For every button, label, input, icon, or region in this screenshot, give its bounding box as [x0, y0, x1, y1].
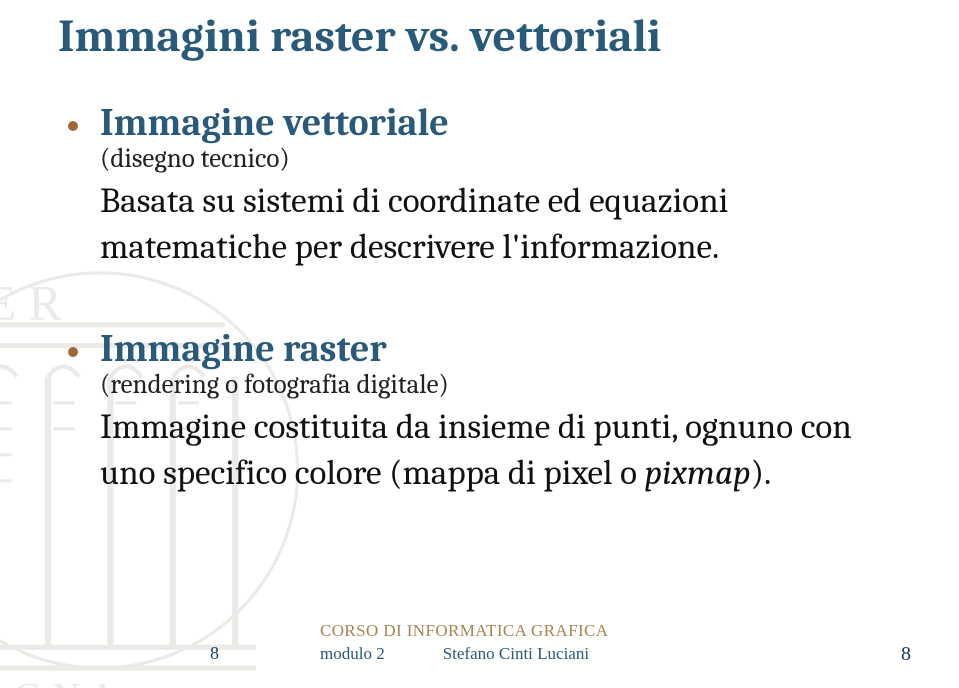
- footer-author: Stefano Cinti Luciani: [443, 644, 589, 663]
- bullet-dot-icon: [68, 121, 78, 131]
- term-raster: Immagine raster: [100, 327, 387, 371]
- desc-raster: Immagine costituita da insieme di punti,…: [100, 404, 901, 495]
- slide-content: Immagini raster vs. vettoriali Immagine …: [0, 0, 959, 688]
- footer-page-left: 8: [210, 643, 219, 664]
- footer-module: modulo 2: [320, 643, 385, 666]
- desc-italic: pixmap: [645, 452, 751, 493]
- bullet-list: Immagine vettoriale (disegno tecnico) Ba…: [58, 101, 901, 495]
- slide-footer: 8 CORSO DI INFORMATICA GRAFICA modulo 2 S…: [0, 622, 959, 672]
- footer-center: CORSO DI INFORMATICA GRAFICA modulo 2 Ste…: [320, 620, 608, 666]
- bullet-item-vettoriale: Immagine vettoriale (disegno tecnico) Ba…: [58, 101, 901, 269]
- desc-vettoriale: Basata su sistemi di coordinate ed equaz…: [100, 178, 901, 269]
- footer-line2: modulo 2 Stefano Cinti Luciani: [320, 643, 608, 666]
- slide-title: Immagini raster vs. vettoriali: [58, 10, 901, 63]
- bullet-item-raster: Immagine raster (rendering o fotografia …: [58, 327, 901, 495]
- desc-tail: ).: [751, 452, 772, 493]
- footer-page-right: 8: [901, 643, 911, 666]
- subdesc-vettoriale: (disegno tecnico): [100, 143, 901, 174]
- desc-text: Basata su sistemi di coordinate ed equaz…: [100, 180, 728, 267]
- bullet-dot-icon: [68, 347, 78, 357]
- subdesc-raster: (rendering o fotografia digitale): [100, 369, 901, 400]
- footer-course: CORSO DI INFORMATICA GRAFICA: [320, 620, 608, 643]
- term-vettoriale: Immagine vettoriale: [100, 101, 449, 145]
